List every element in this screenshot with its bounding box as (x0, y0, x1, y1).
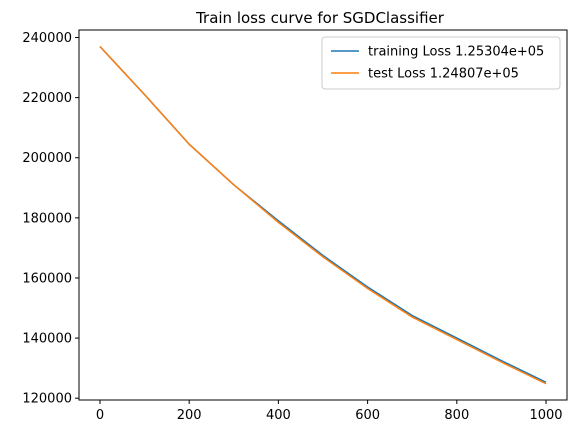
y-tick-label: 180000 (22, 211, 72, 226)
series-lines (99, 46, 547, 385)
y-tick-label: 140000 (22, 332, 72, 347)
x-axis: 0 200 400 600 800 1000 (96, 400, 563, 423)
legend-label: training Loss 1.25304e+05 (368, 45, 544, 60)
x-tick-label: 600 (355, 408, 380, 423)
axes-frame (78, 29, 568, 401)
y-tick-label: 120000 (22, 392, 72, 407)
legend-label: test Loss 1.24807e+05 (368, 67, 519, 82)
series-line-test (99, 46, 547, 385)
legend-box (321, 36, 561, 90)
x-tick-label: 0 (96, 408, 104, 423)
y-axis: 120000 140000 160000 180000 200000 220000 2400… (22, 31, 79, 407)
y-tick-label: 240000 (22, 31, 72, 46)
x-tick-label: 400 (266, 408, 291, 423)
y-tick-label: 160000 (22, 271, 72, 286)
y-tick-label: 220000 (22, 91, 72, 106)
y-tick-label: 200000 (22, 151, 72, 166)
legend: training Loss 1.25304e+05 test Loss 1.248… (321, 36, 561, 90)
x-tick-label: 800 (444, 408, 469, 423)
x-tick-label: 200 (177, 408, 202, 423)
chart-title: Train loss curve for SGDClassifier (195, 9, 445, 27)
x-tick-label: 1000 (529, 408, 562, 423)
